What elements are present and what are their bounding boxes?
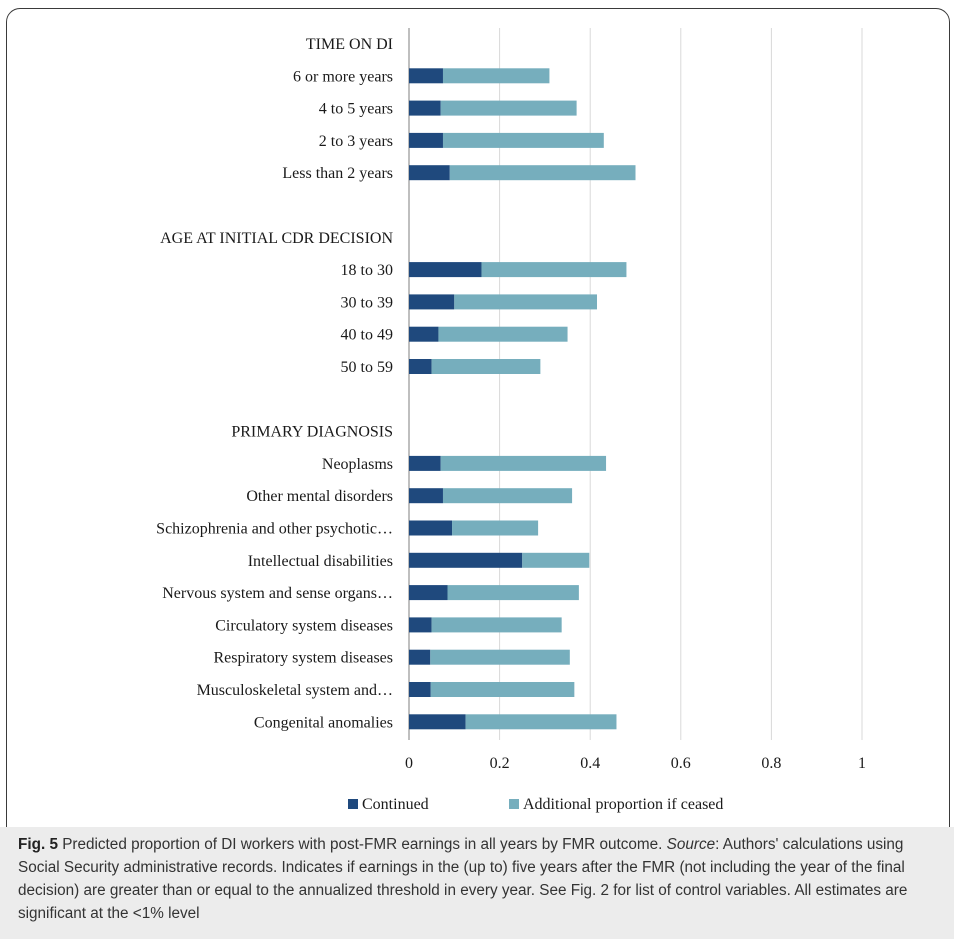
bar-additional-if-ceased <box>430 682 575 697</box>
legend-label: Continued <box>362 796 429 813</box>
bar-continued <box>409 552 523 568</box>
bar-additional-if-ceased <box>442 488 573 504</box>
category-label: Congenital anomalies <box>254 714 393 731</box>
bar-continued <box>409 165 450 181</box>
category-label: Neoplasms <box>322 456 393 473</box>
bars <box>409 68 636 730</box>
bar-continued <box>409 359 432 374</box>
figure-label: Fig. 5 <box>18 836 58 853</box>
x-tick-label: 0.2 <box>490 755 510 772</box>
category-label: AGE AT INITIAL CDR DECISION <box>160 230 393 247</box>
category-label: PRIMARY DIAGNOSIS <box>231 424 393 441</box>
bar-additional-if-ceased <box>522 552 590 568</box>
bar-chart: TIME ON DI 6 or more years 4 to 5 years 2 t… <box>156 28 866 813</box>
x-tick-label: 0.4 <box>580 755 600 772</box>
bar-additional-if-ceased <box>430 649 570 665</box>
bar-continued <box>409 649 431 665</box>
bar-continued <box>409 68 443 84</box>
bar-continued <box>409 326 439 342</box>
bar-additional-if-ceased <box>440 100 577 116</box>
bar-continued <box>409 617 432 633</box>
legend-swatch <box>348 799 358 809</box>
bar-continued <box>409 294 455 310</box>
category-labels: TIME ON DI 6 or more years 4 to 5 years 2 t… <box>156 36 393 731</box>
category-label: TIME ON DI <box>306 36 393 53</box>
x-axis-ticks: 0 0.2 0.4 0.6 0.8 1 <box>405 755 866 772</box>
bar-continued <box>409 682 431 697</box>
category-label: 6 or more years <box>293 68 393 85</box>
category-label: 4 to 5 years <box>319 101 393 118</box>
category-label: 2 to 3 years <box>319 133 393 150</box>
bar-continued <box>409 520 453 536</box>
category-label: 18 to 30 <box>341 262 393 279</box>
bar-additional-if-ceased <box>449 165 636 181</box>
figure-caption: Fig. 5 Predicted proportion of DI worker… <box>0 827 954 939</box>
category-label: Intellectual disabilities <box>248 553 393 570</box>
bar-additional-if-ceased <box>440 455 607 471</box>
category-label: Nervous system and sense organs… <box>162 585 393 602</box>
category-label: Schizophrenia and other psychotic… <box>156 521 393 538</box>
category-label: 30 to 39 <box>341 294 393 311</box>
category-label: 50 to 59 <box>341 359 393 376</box>
category-label: Respiratory system diseases <box>213 650 393 667</box>
category-label: Circulatory system diseases <box>215 617 393 634</box>
bar-additional-if-ceased <box>465 714 617 730</box>
x-tick-label: 1 <box>858 755 866 772</box>
category-label: Other mental disorders <box>246 488 393 505</box>
bar-continued <box>409 585 448 601</box>
legend-label: Additional proportion if ceased <box>523 796 723 813</box>
bar-additional-if-ceased <box>454 294 597 310</box>
caption-source-label: Source <box>666 836 716 853</box>
figure-frame <box>6 8 950 934</box>
x-tick-label: 0.6 <box>671 755 691 772</box>
bar-continued <box>409 100 441 116</box>
bar-additional-if-ceased <box>452 520 539 536</box>
category-label: 40 to 49 <box>341 327 393 344</box>
caption-text-1: Predicted proportion of DI workers with … <box>57 836 667 853</box>
category-label: Musculoskeletal system and… <box>197 682 393 699</box>
legend: Continued Additional proportion if ceased <box>348 796 723 813</box>
bar-continued <box>409 714 466 730</box>
x-tick-label: 0 <box>405 755 413 772</box>
bar-additional-if-ceased <box>442 68 550 84</box>
bar-continued <box>409 455 441 471</box>
category-label: Less than 2 years <box>282 165 393 182</box>
caption-text-2: : Authors' calculations using Social Sec… <box>18 836 908 922</box>
bar-additional-if-ceased <box>438 326 568 342</box>
bar-additional-if-ceased <box>447 585 579 601</box>
bar-additional-if-ceased <box>481 262 627 278</box>
bar-continued <box>409 262 482 278</box>
x-tick-label: 0.8 <box>761 755 781 772</box>
bar-continued <box>409 132 443 148</box>
bar-additional-if-ceased <box>431 359 541 374</box>
bar-additional-if-ceased <box>442 132 604 148</box>
bar-continued <box>409 488 443 504</box>
legend-swatch <box>509 799 519 809</box>
bar-additional-if-ceased <box>431 617 562 633</box>
